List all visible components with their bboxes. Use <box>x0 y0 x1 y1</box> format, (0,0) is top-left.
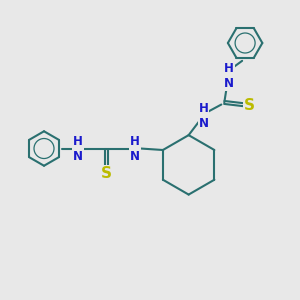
Text: H
N: H N <box>199 102 208 130</box>
Text: S: S <box>244 98 255 113</box>
Text: H
N: H N <box>224 62 234 90</box>
Text: S: S <box>101 166 112 181</box>
Text: H
N: H N <box>73 134 83 163</box>
Text: H
N: H N <box>130 134 140 163</box>
